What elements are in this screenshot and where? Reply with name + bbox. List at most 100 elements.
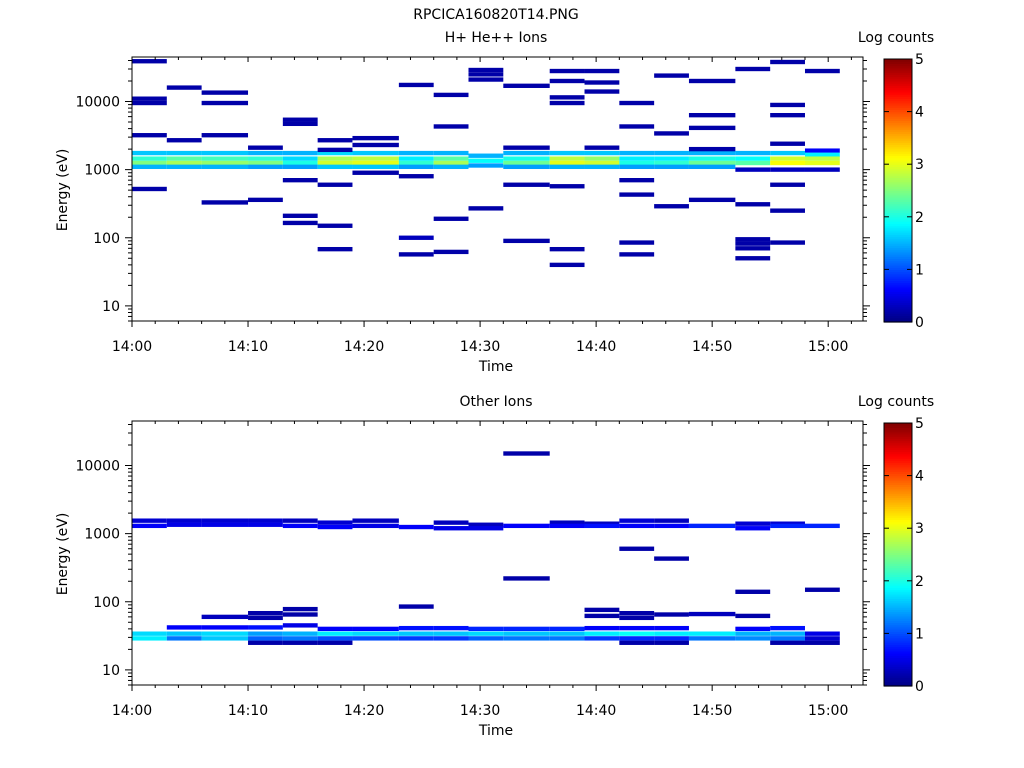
heatmap-cell (201, 150, 249, 156)
colorbar-segment (884, 162, 912, 165)
heatmap-cell (352, 160, 399, 166)
colorbar-segment (884, 580, 912, 584)
heatmap-cell (166, 522, 202, 527)
heatmap-cell (688, 78, 736, 84)
colorbar-segment (884, 80, 912, 84)
colorbar-segment (884, 238, 912, 242)
colorbar-segment (884, 648, 912, 652)
colorbar-segment (884, 534, 912, 538)
heatmap-cell (619, 546, 655, 551)
colorbar-segment (884, 431, 912, 435)
heatmap-cell (619, 178, 655, 183)
x-tick-label: 15:00 (808, 339, 848, 355)
heatmap-cell (804, 148, 840, 153)
x-tick-label: 14:50 (692, 339, 732, 355)
colorbar-segment (884, 515, 912, 518)
heatmap-cell (503, 451, 550, 456)
heatmap-cell (735, 613, 771, 619)
colorbar-tick-label: 1 (915, 626, 924, 642)
colorbar-segment (884, 282, 912, 286)
heatmap-cell (804, 160, 840, 166)
heatmap-cell (166, 518, 202, 523)
heatmap-cell (619, 100, 655, 106)
heatmap-cell (735, 167, 771, 172)
heatmap-cell (352, 518, 399, 523)
heatmap-cell (549, 160, 585, 166)
colorbar-segment (884, 444, 912, 448)
colorbar-segment (884, 471, 912, 475)
heatmap-cell (433, 124, 469, 129)
figure-title: RPCICA160820T14.PNG (413, 7, 578, 23)
heatmap-cell (132, 631, 167, 636)
colorbar-segment (884, 672, 912, 676)
colorbar-segment (884, 504, 912, 507)
heatmap-cell (584, 625, 620, 631)
heatmap-cell (688, 150, 736, 156)
heatmap-cell (735, 156, 771, 161)
heatmap-cell (735, 241, 771, 246)
x-tick-label: 14:10 (228, 703, 268, 719)
colorbar-segment (884, 236, 912, 240)
heatmap-cell (503, 160, 550, 166)
heatmap-cell (619, 631, 655, 636)
colorbar-segment (884, 203, 912, 207)
colorbar-tick-label: 4 (915, 105, 924, 121)
heatmap-cell (166, 625, 202, 630)
heatmap-cell (735, 626, 771, 632)
colorbar-segment (884, 657, 912, 661)
colorbar-tick-label: 3 (915, 521, 924, 537)
colorbar-segment (884, 74, 912, 78)
colorbar-segment (884, 199, 912, 203)
colorbar-segment (884, 153, 912, 157)
colorbar-segment (884, 216, 912, 220)
heatmap-cell (352, 636, 399, 641)
heatmap-cell (317, 626, 353, 632)
y-axis-label: Energy (eV) (55, 149, 71, 232)
colorbar-segment (884, 547, 912, 551)
colorbar-segment (884, 458, 912, 461)
colorbar-segment (884, 521, 912, 525)
heatmap-cell (549, 520, 585, 525)
heatmap-cell (282, 612, 318, 617)
heatmap-cell (688, 636, 736, 641)
colorbar-segment (884, 188, 912, 192)
heatmap-cell (549, 636, 585, 641)
heatmap-cell (352, 164, 399, 169)
heatmap-cell (132, 100, 167, 106)
colorbar-segment (884, 604, 912, 608)
heatmap-cell (549, 68, 585, 74)
heatmap-cell (549, 156, 585, 161)
heatmap-cell (654, 636, 689, 641)
heatmap-cell (398, 252, 434, 257)
heatmap-cell (433, 520, 469, 525)
colorbar-tick-label: 5 (915, 52, 924, 68)
heatmap-cell (549, 100, 585, 106)
heatmap-cell (584, 89, 620, 94)
heatmap-cell (468, 158, 504, 163)
colorbar-segment (884, 177, 912, 181)
heatmap-cell (317, 636, 353, 641)
heatmap-cell (398, 524, 434, 530)
colorbar-segment (884, 96, 912, 100)
heatmap-cell (584, 68, 620, 74)
colorbar-segment (884, 558, 912, 562)
heatmap-cell (282, 640, 318, 645)
colorbar-segment (884, 172, 912, 176)
colorbar-segment (884, 615, 912, 619)
heatmap-cell (503, 523, 550, 529)
heatmap-cell (433, 636, 469, 641)
plot-frame (131, 56, 864, 322)
heatmap-cell (654, 150, 689, 156)
colorbar-segment (884, 137, 912, 141)
heatmap-cell (282, 623, 318, 628)
heatmap-cell (398, 150, 434, 156)
heatmap-cell (804, 152, 840, 157)
panel-other-ions: Other Ions Log counts 14:00 14:10 14:20 14:… (55, 394, 934, 739)
colorbar-segment (884, 523, 912, 527)
heatmap-cell (468, 631, 504, 636)
colorbar-segment (884, 451, 912, 455)
heatmap-cell (433, 249, 469, 255)
colorbar-segment (884, 131, 912, 135)
heatmap-cell (282, 156, 318, 161)
heatmap-cell (770, 521, 805, 526)
